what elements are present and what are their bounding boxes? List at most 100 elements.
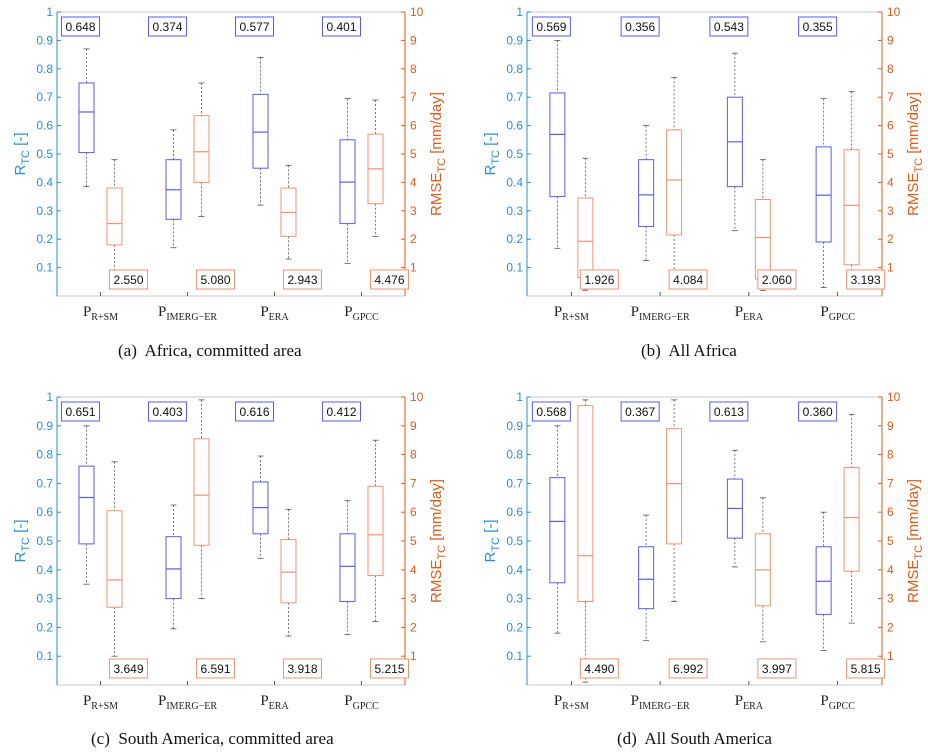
left-axis-title-sub: TC: [490, 537, 502, 552]
rmse-median-label-box: [579, 269, 619, 290]
r-median-label: 0.355: [803, 20, 833, 34]
right-tick-label: 4: [410, 563, 417, 577]
rmse-box-body: [193, 438, 210, 546]
left-axis-title-unit: [-]: [12, 132, 29, 150]
left-tick-label: 0.7: [36, 476, 53, 490]
chart-panel-d: 0.1 0.2 0.3 0.4 0.5 0.6 0.7 0.8 0.9 1 1 2 3 4 5 6 7 8 9 10 R…: [482, 390, 925, 712]
x-category-label: PERA: [260, 693, 289, 712]
r-box-body: [78, 465, 95, 545]
left-axis-title-unit: [-]: [482, 132, 499, 150]
x-category-sub: ERA: [743, 701, 764, 712]
rmse-median-label: 4.084: [673, 273, 703, 287]
left-tick-label: 0.6: [36, 505, 53, 519]
x-category-main: P: [631, 693, 639, 709]
r-median-label: 0.403: [152, 405, 182, 419]
x-category-main: P: [158, 304, 166, 320]
r-median-label: 0.356: [625, 20, 655, 34]
left-tick-label: 1: [516, 5, 523, 19]
left-tick-label: 0.9: [506, 419, 523, 433]
caption-b-text: All Africa: [668, 341, 737, 360]
r-box: [638, 125, 655, 261]
r-median-label: 0.569: [536, 20, 566, 34]
r-median-label: 0.577: [239, 20, 269, 34]
right-tick-label: 6: [887, 505, 894, 519]
rmse-box-body: [280, 539, 297, 604]
x-category-label: PGPCC: [820, 693, 855, 712]
rmse-box-body: [577, 405, 594, 602]
right-tick-label: 9: [410, 33, 417, 47]
r-box-body: [638, 159, 655, 227]
rmse-box-body: [843, 467, 860, 572]
right-axis-title-unit: [mm/day]: [428, 479, 445, 545]
right-tick-label: 7: [887, 90, 894, 104]
x-category-sub: IMERG−ER: [639, 312, 690, 323]
rmse-median-label-box: [109, 658, 148, 679]
right-tick-label: 5: [887, 534, 894, 548]
left-axis-title: RTC [-]: [482, 519, 502, 562]
right-tick-label: 7: [410, 476, 417, 490]
right-tick-label: 2: [410, 620, 417, 634]
r-box: [252, 455, 269, 559]
r-median-label-box: [798, 401, 838, 422]
right-tick-label: 5: [887, 147, 894, 161]
left-tick-label: 0.7: [506, 90, 523, 104]
r-median-label: 0.543: [714, 20, 744, 34]
r-median-label-box: [531, 16, 571, 37]
left-tick-label: 0.5: [506, 534, 523, 548]
x-category-label: PIMERG−ER: [158, 693, 217, 712]
right-axis-title: RMSETC [mm/day]: [905, 92, 925, 216]
right-tick-label: 6: [410, 505, 417, 519]
r-median-label-box: [798, 16, 838, 37]
left-tick-label: 0.5: [36, 147, 53, 161]
right-tick-label: 8: [887, 448, 894, 462]
r-median-label-box: [709, 16, 749, 37]
r-median-label: 0.613: [714, 405, 744, 419]
left-tick-label: 0.4: [36, 175, 53, 189]
right-axis-title-sub: TC: [436, 545, 448, 560]
left-tick-label: 0.5: [36, 534, 53, 548]
rmse-median-label-box: [283, 658, 322, 679]
x-category-sub: GPCC: [353, 312, 379, 323]
left-axis-title-unit: [-]: [12, 519, 29, 537]
rmse-box-body: [106, 510, 123, 608]
right-axis-title-sub: TC: [913, 158, 925, 173]
rmse-median-label-box: [579, 658, 619, 679]
plot-frame: [56, 396, 406, 686]
right-tick-label: 9: [410, 419, 417, 433]
right-axis-title-unit: [mm/day]: [905, 92, 922, 158]
left-tick-label: 0.1: [506, 261, 523, 275]
x-category-label: PR+SM: [83, 693, 118, 712]
r-box: [165, 129, 182, 249]
rmse-median-label-box: [370, 269, 409, 290]
r-median-label: 0.367: [625, 405, 655, 419]
rmse-median-label-box: [283, 269, 322, 290]
left-tick-label: 0.7: [36, 90, 53, 104]
x-category-label: PERA: [735, 693, 764, 712]
r-median-label-box: [61, 16, 100, 37]
x-category-label: PR+SM: [83, 304, 118, 323]
r-box: [339, 500, 356, 635]
x-category-label: PIMERG−ER: [631, 304, 690, 323]
rmse-median-label: 4.490: [584, 662, 614, 676]
r-median-label-box: [709, 401, 749, 422]
rmse-median-label: 3.193: [851, 273, 881, 287]
caption-d-label: (d): [617, 729, 637, 748]
left-tick-label: 0.2: [506, 232, 523, 246]
rmse-box: [577, 399, 594, 683]
r-median-label: 0.401: [326, 20, 356, 34]
plot-frame: [56, 11, 406, 297]
x-category-main: P: [83, 693, 91, 709]
rmse-median-label: 2.060: [762, 273, 792, 287]
right-tick-label: 7: [887, 476, 894, 490]
rmse-median-label-box: [196, 658, 235, 679]
left-tick-label: 0.8: [506, 448, 523, 462]
left-axis-title-main: R: [482, 552, 499, 563]
left-axis-title-main: R: [12, 552, 29, 563]
right-tick-label: 4: [887, 175, 894, 189]
r-box-body: [815, 546, 832, 615]
right-axis-title-unit: [mm/day]: [428, 92, 445, 158]
r-median-label-box: [620, 16, 660, 37]
right-tick-label: 5: [410, 147, 417, 161]
r-box: [339, 98, 356, 264]
r-median-label: 0.651: [65, 405, 95, 419]
